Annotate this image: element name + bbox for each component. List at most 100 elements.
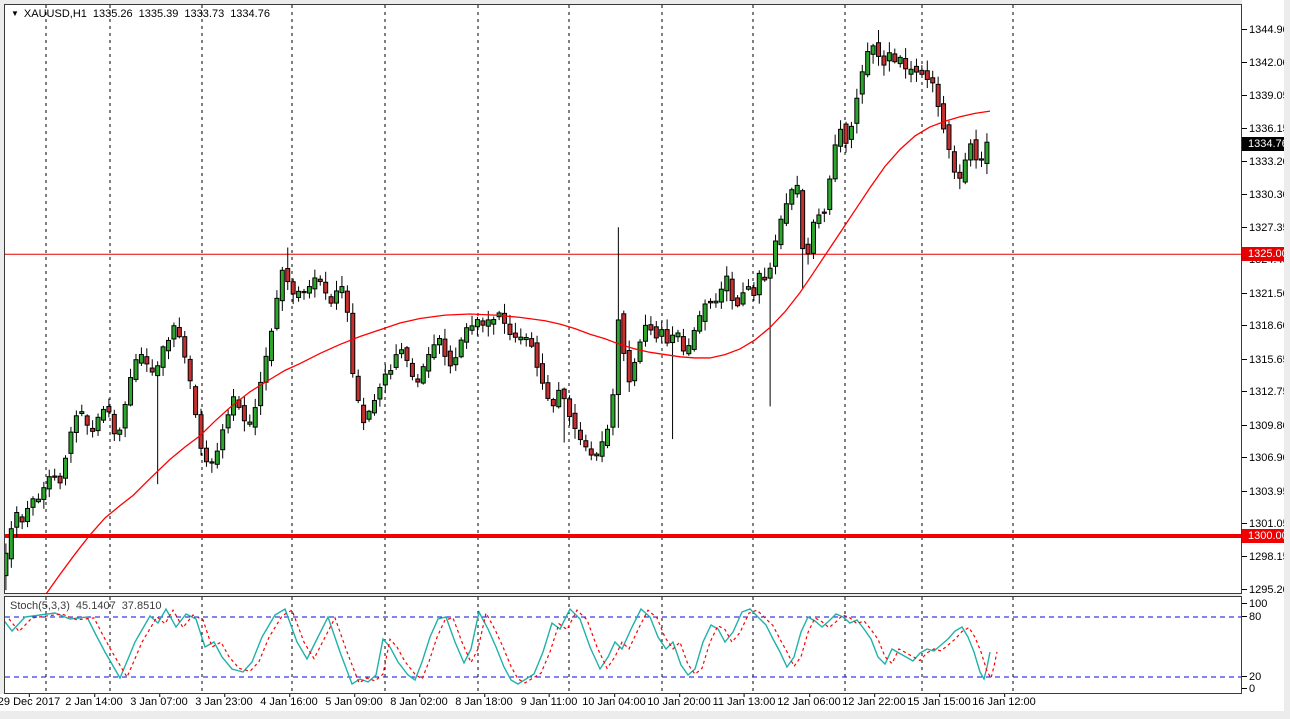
candle-up: [464, 327, 470, 343]
candle-down: [361, 404, 367, 424]
candle-up: [778, 218, 784, 246]
candle-up: [247, 421, 253, 425]
candle-down: [529, 338, 535, 347]
candle-down: [187, 358, 193, 382]
candle-up: [854, 97, 860, 124]
candle-up: [605, 428, 611, 447]
candle-down: [924, 70, 930, 80]
price-tick-label: 1333.20: [1242, 155, 1289, 168]
candle-down: [539, 363, 545, 384]
candle-up: [670, 334, 676, 344]
candlestick-chart[interactable]: [5, 5, 1241, 593]
candle-down: [502, 312, 508, 324]
candle-up: [63, 457, 69, 479]
candle-up: [171, 325, 177, 340]
time-tick-label: 10 Jan 04:00: [582, 694, 646, 708]
time-tick-label: 8 Jan 18:00: [455, 694, 513, 708]
candle-down: [951, 151, 957, 173]
time-tick-label: 3 Jan 07:00: [130, 694, 188, 708]
candle-down: [567, 398, 573, 418]
symbol-period-label: XAUUSD,H1: [23, 8, 87, 20]
candle-down: [821, 211, 827, 214]
candle-down: [919, 69, 925, 75]
candle-down: [680, 336, 686, 352]
stochastic-chart[interactable]: [5, 597, 1241, 693]
candle-up: [637, 341, 643, 362]
time-tick-label: 10 Jan 20:00: [647, 694, 711, 708]
candle-down: [328, 296, 334, 304]
stochastic-name: Stoch(5,3,3): [10, 600, 70, 612]
candle-up: [789, 189, 795, 205]
candle-up: [816, 214, 822, 224]
candle-up: [491, 319, 497, 325]
ohlc-close: 1334.76: [230, 8, 270, 20]
price-chart-panel[interactable]: [4, 4, 1242, 594]
candle-down: [290, 281, 296, 295]
candle-down: [241, 405, 247, 422]
candle-up: [962, 159, 968, 183]
candle-up: [691, 329, 697, 350]
time-tick-label: 12 Jan 06:00: [777, 694, 841, 708]
stochastic-label: Stoch(5,3,3) 45.1407 37.8510: [10, 600, 161, 612]
candle-up: [767, 267, 773, 279]
candle-down: [409, 362, 415, 377]
chevron-down-icon[interactable]: ▼: [11, 9, 19, 18]
candle-up: [388, 370, 394, 375]
candle-up: [724, 275, 730, 292]
price-tick-label: 1295.20: [1242, 584, 1289, 597]
time-tick-label: 3 Jan 23:00: [195, 694, 253, 708]
stoch-tick-label: 0: [1241, 683, 1256, 695]
candle-up: [8, 528, 14, 560]
candle-down: [193, 386, 199, 416]
candle-up: [46, 476, 52, 490]
time-tick-label: 8 Jan 02:00: [390, 694, 448, 708]
candle-down: [751, 287, 757, 296]
candle-up: [556, 389, 562, 408]
candle-up: [675, 332, 681, 338]
candle-up: [859, 71, 865, 95]
candle-up: [642, 324, 648, 342]
time-tick-label: 5 Jan 09:00: [325, 694, 383, 708]
window-bottom-edge: [0, 711, 1290, 719]
candle-up: [908, 68, 914, 75]
time-tick-label: 4 Jan 16:00: [260, 694, 318, 708]
candle-up: [68, 431, 74, 454]
candle-down: [577, 429, 583, 441]
candle-up: [214, 450, 220, 465]
candle-up: [366, 410, 372, 420]
candle-down: [572, 412, 578, 429]
time-tick-label: 29 Dec 2017: [0, 694, 60, 708]
candle-down: [708, 300, 713, 304]
stoch-main-line: [5, 607, 991, 686]
candle-down: [550, 398, 556, 407]
candle-up: [377, 387, 383, 400]
price-axis[interactable]: 1344.90 1342.00 1339.05 1336.15 1333.20 1330.…: [1241, 0, 1289, 695]
price-tick-label: 1315.65: [1242, 353, 1289, 366]
candle-up: [122, 404, 128, 429]
candle-up: [968, 143, 974, 161]
candle-down: [90, 427, 96, 432]
window-right-edge: [1284, 0, 1290, 719]
time-axis[interactable]: 29 Dec 2017 2 Jan 14:00 3 Jan 07:00 3 Jan 2…: [0, 694, 1284, 711]
current-price-badge: 1334.76: [1242, 137, 1288, 152]
candle-up: [138, 354, 144, 364]
candle-down: [935, 83, 941, 107]
candle-down: [805, 243, 811, 255]
candle-down: [881, 55, 887, 66]
candle-down: [176, 326, 182, 338]
candle-up: [848, 125, 854, 140]
candle-down: [350, 312, 356, 375]
candle-up: [79, 411, 85, 414]
time-tick-label: 15 Jan 15:00: [907, 694, 971, 708]
candle-up: [518, 336, 524, 341]
stochastic-indicator-panel[interactable]: [4, 596, 1242, 694]
price-tick-label: 1327.35: [1242, 221, 1289, 234]
candle-up: [783, 203, 789, 224]
candle-up: [702, 303, 708, 322]
candle-up: [339, 286, 345, 294]
stoch-tick-label: 80: [1241, 611, 1262, 623]
price-tick-label: 1301.05: [1242, 518, 1289, 531]
candle-down: [301, 290, 307, 294]
candle-up: [5, 552, 9, 577]
candle-up: [431, 344, 437, 359]
